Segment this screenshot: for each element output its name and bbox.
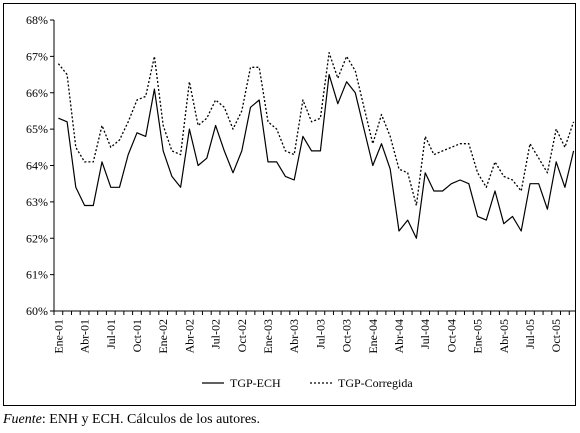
x-tick-label: Oct-05 (549, 319, 563, 352)
x-tick-label: Abr-04 (392, 319, 406, 353)
y-tick-label: 67% (26, 49, 48, 63)
series-line-tgp-ech (58, 73, 575, 239)
source-label: Fuente (3, 412, 42, 427)
y-tick-label: 63% (26, 195, 48, 209)
y-tick-label: 65% (26, 122, 48, 136)
x-tick-label: Abr-02 (182, 319, 196, 353)
x-tick-label: Jul-02 (209, 319, 223, 349)
y-tick-label: 64% (26, 159, 48, 173)
chart-axes (53, 20, 575, 312)
x-tick-label: Ene-04 (366, 319, 380, 354)
x-tick-label: Oct-02 (235, 319, 249, 352)
x-tick-label: Oct-04 (444, 319, 458, 352)
x-tick-label: Ene-05 (471, 319, 485, 354)
y-tick-label: 62% (26, 231, 48, 245)
y-tick-label: 66% (26, 86, 48, 100)
series-line-tgp-corregida (57, 52, 575, 207)
y-tick-label: 60% (26, 304, 48, 318)
x-tick-label: Jul-03 (313, 319, 327, 349)
x-tick-label: Abr-01 (78, 319, 92, 353)
x-tick-label: Ene-01 (51, 319, 65, 354)
x-tick-label: Jul-04 (418, 319, 432, 349)
chart-series (57, 52, 575, 239)
x-tick-label: Jul-05 (523, 319, 537, 349)
x-tick-label: Ene-03 (261, 319, 275, 354)
x-axis-ticks: Ene-01 Abr-01 Jul-01 Oct-01 Ene-02 Abr-02 Jul-… (51, 311, 570, 354)
y-tick-label: 68% (26, 13, 48, 27)
x-tick-label: Abr-03 (287, 319, 301, 353)
chart-frame: 60% 61% 62% 63% 64% 65% 66% 67% 68% Ene-01 Abr-01… (3, 3, 576, 406)
chart-legend: TGP-ECH TGP-Corregida (202, 376, 413, 390)
source-note: Fuente: ENH y ECH. Cálculos de los autor… (3, 412, 260, 428)
x-tick-label: Jul-01 (104, 319, 118, 349)
x-tick-label: Oct-01 (130, 319, 144, 352)
legend-label: TGP-Corregida (338, 376, 413, 390)
y-tick-label: 61% (26, 268, 48, 282)
line-chart: 60% 61% 62% 63% 64% 65% 66% 67% 68% Ene-01 Abr-01… (26, 13, 575, 390)
source-text: : ENH y ECH. Cálculos de los autores. (41, 412, 261, 427)
x-tick-label: Abr-05 (497, 319, 511, 353)
x-tick-label: Oct-03 (340, 319, 354, 352)
y-axis-ticks: 60% 61% 62% 63% 64% 65% 66% 67% 68% (26, 13, 54, 318)
x-tick-label: Ene-02 (156, 319, 170, 354)
legend-label: TGP-ECH (230, 376, 281, 390)
